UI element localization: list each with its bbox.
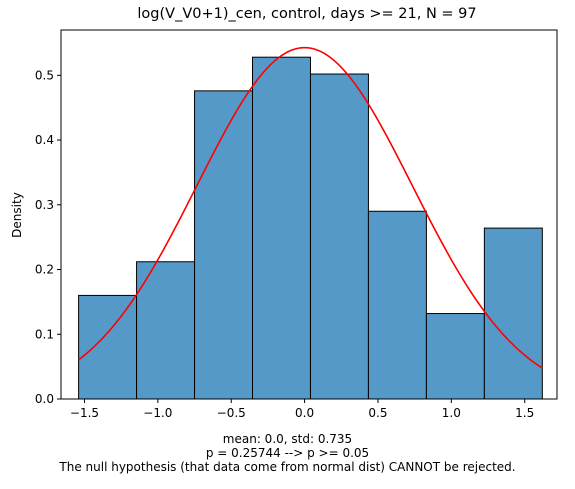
x-tick-label: −1.0 (143, 406, 172, 420)
x-tick-label: 0.5 (368, 406, 387, 420)
y-tick-label: 0.3 (35, 198, 54, 212)
caption-mean-std: mean: 0.0, std: 0.735 (222, 432, 353, 446)
x-tick-label: 0.0 (295, 406, 314, 420)
x-axis-ticks: −1.5 −1.0 −0.5 0.0 0.5 1.0 1.5 (70, 399, 534, 420)
histogram-bar (483, 227, 543, 400)
caption-p-value: p = 0.25744 --> p >= 0.05 (205, 446, 370, 460)
y-tick-label: 0.1 (35, 327, 54, 341)
axes-frame (60, 29, 558, 400)
histogram-bars (78, 56, 543, 400)
x-tick-label: 1.5 (515, 406, 534, 420)
chart-title: log(V_V0+1)_cen, control, days >= 21, N … (137, 6, 477, 22)
y-tick-label: 0.2 (35, 263, 54, 277)
histogram-bar (309, 73, 369, 400)
x-tick-label: 1.0 (442, 406, 461, 420)
histogram-bar (425, 313, 485, 400)
histogram-bar (252, 56, 311, 400)
x-tick-label: −1.5 (70, 406, 99, 420)
y-tick-label: 0.0 (35, 392, 54, 406)
caption-conclusion: The null hypothesis (that data come from… (59, 460, 516, 474)
y-tick-label: 0.5 (35, 68, 54, 82)
normal-fit-curve (78, 46, 543, 369)
x-tick-label: −0.5 (217, 406, 246, 420)
histogram-bar (367, 210, 427, 400)
y-tick-label: 0.4 (35, 133, 54, 147)
y-axis-ticks: 0.0 0.1 0.2 0.3 0.4 0.5 (35, 68, 61, 406)
histogram-bar (78, 294, 138, 400)
histogram-bar (194, 90, 254, 400)
